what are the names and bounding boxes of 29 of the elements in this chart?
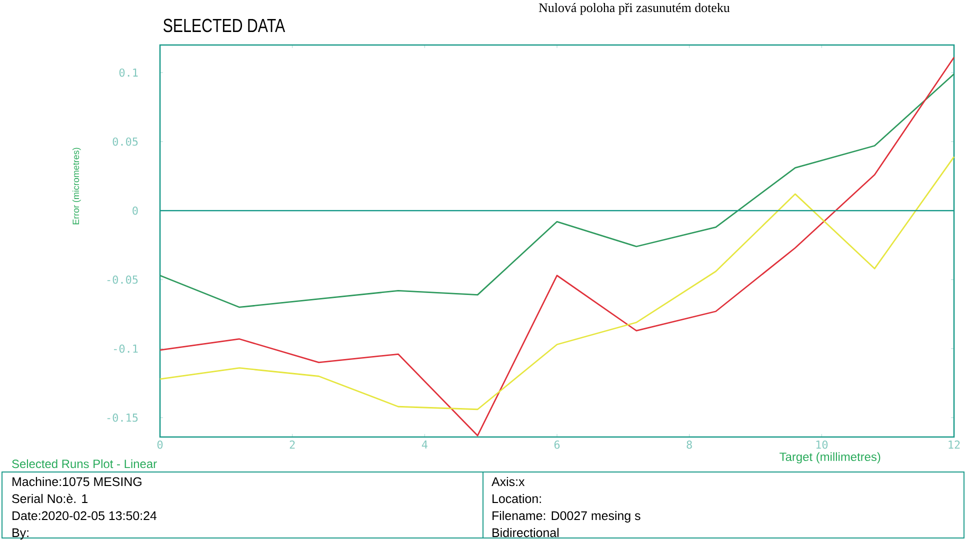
text: Selected Runs Plot - Linear [12, 459, 157, 468]
line-series [159, 73, 955, 308]
x-tick-label: 4 [422, 440, 428, 448]
x-tick-label: 10 [816, 440, 828, 449]
y-tick-label: 0 [132, 206, 138, 215]
text: Bidirectional [492, 528, 559, 538]
y-tick-label: -0.05 [107, 275, 138, 284]
x-tick-label: 6 [554, 440, 560, 449]
y-tick-label: 0.1 [119, 68, 138, 77]
text: Machine:1075 MESING [12, 476, 142, 486]
chart-subtitle: Nulová poloha při zasunutém doteku [538, 2, 730, 15]
y-tick-label: -0.1 [114, 344, 138, 353]
x-tick-label: 12 [948, 440, 960, 449]
x-axis-title: Target (millimetres) [780, 452, 880, 464]
text: Filename: D0027 mesing s [492, 510, 640, 523]
text: Location: [492, 494, 541, 504]
text: Axis:x [492, 476, 525, 486]
text: Date:2020-02-05 13:50:24 [12, 511, 157, 520]
y-axis-title: Error (micrometres) [72, 148, 81, 224]
text: Serial No:è. 1 [12, 494, 88, 504]
chart-title: SELECTED DATA [164, 18, 286, 32]
y-tick-label: 0.05 [112, 137, 138, 146]
text: By: [12, 528, 28, 540]
line-series [159, 56, 955, 436]
x-tick-label: 8 [686, 440, 692, 449]
x-tick-label: 2 [290, 440, 295, 449]
x-tick-label: 0 [157, 440, 163, 449]
y-tick-label: -0.15 [107, 414, 138, 422]
line-series [159, 156, 955, 410]
